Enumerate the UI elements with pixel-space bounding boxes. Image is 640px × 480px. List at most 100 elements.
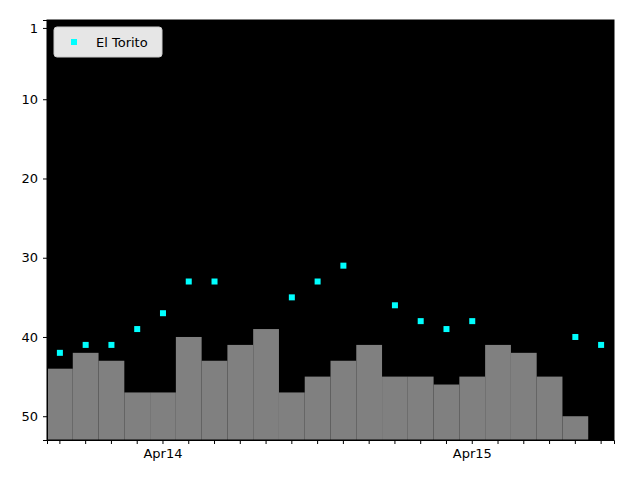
x-tick-mark: [317, 440, 318, 444]
point: [315, 279, 321, 285]
bar: [99, 361, 125, 440]
bar: [47, 369, 73, 440]
bar: [459, 377, 485, 440]
y-tick-mark: [43, 337, 47, 338]
y-tick-label: 40: [21, 330, 38, 345]
point: [469, 318, 475, 324]
point: [134, 326, 140, 332]
point: [108, 342, 114, 348]
legend-label: El Torito: [96, 35, 148, 50]
y-tick-mark: [43, 258, 47, 259]
bar: [356, 345, 382, 440]
x-tick: [317, 440, 318, 444]
x-tick: [111, 440, 112, 444]
x-tick-mark: [266, 440, 267, 444]
bar: [227, 345, 253, 440]
chart: 11020304050Apr14Apr15El Torito: [0, 0, 640, 480]
legend-marker: [71, 39, 77, 45]
y-tick: 40: [21, 330, 47, 345]
bar: [537, 377, 563, 440]
point: [83, 342, 89, 348]
point: [598, 342, 604, 348]
x-tick-mark: [214, 440, 215, 444]
point: [289, 294, 295, 300]
x-tick: [266, 440, 267, 444]
x-tick: [601, 440, 602, 444]
y-tick: 10: [21, 92, 47, 107]
x-tick-mark: [394, 440, 395, 444]
bar: [279, 392, 305, 440]
x-tick: [575, 440, 576, 444]
x-tick-mark: [446, 440, 447, 444]
legend: El Torito: [54, 27, 162, 57]
point: [160, 310, 166, 316]
x-axis: Apr14 Apr15: [48, 440, 615, 461]
y-tick-label: 10: [21, 92, 38, 107]
x-axis-line: [48, 441, 615, 445]
point: [57, 350, 63, 356]
y-tick-label: 20: [21, 171, 38, 186]
x-tick: [446, 440, 447, 444]
point: [186, 279, 192, 285]
y-tick-label: 50: [21, 409, 38, 424]
y-tick-mark: [43, 178, 47, 179]
x-tick: [291, 440, 292, 444]
series-0: [47, 329, 588, 440]
x-tick-mark: [549, 440, 550, 444]
x-tick-mark: [369, 440, 370, 444]
bar: [485, 345, 511, 440]
x-tick: [523, 440, 524, 444]
x-tick: [369, 440, 370, 444]
y-axis-line: [43, 21, 48, 441]
point: [418, 318, 424, 324]
bar: [331, 361, 357, 440]
x-tick-mark: [240, 440, 241, 444]
x-tick: [394, 440, 395, 444]
x-tick: [137, 440, 138, 444]
y-tick-label: 30: [21, 250, 38, 265]
x-tick-mark: [472, 440, 473, 444]
bar: [176, 337, 202, 440]
x-tick-mark: [420, 440, 421, 444]
x-tick-mark: [111, 440, 112, 444]
x-tick-mark: [343, 440, 344, 444]
x-tick-mark: [188, 440, 189, 444]
point: [443, 326, 449, 332]
x-tick: [498, 440, 499, 444]
x-tick: Apr14: [143, 440, 182, 461]
bar: [124, 392, 150, 440]
x-tick-mark: [498, 440, 499, 444]
x-tick-mark: [601, 440, 602, 444]
plot-background: [47, 20, 614, 440]
x-tick-mark: [59, 440, 60, 444]
y-tick-mark: [43, 416, 47, 417]
x-tick-mark: [85, 440, 86, 444]
x-tick: [420, 440, 421, 444]
x-tick-mark: [137, 440, 138, 444]
x-tick: [59, 440, 60, 444]
x-tick-mark: [575, 440, 576, 444]
plot-frame: [47, 20, 614, 440]
y-tick: 20: [21, 171, 47, 186]
y-tick-mark: [43, 99, 47, 100]
x-tick: Apr15: [453, 440, 492, 461]
bar: [434, 385, 460, 440]
bar: [202, 361, 228, 440]
x-tick: [85, 440, 86, 444]
bar: [511, 353, 537, 440]
x-tick: [549, 440, 550, 444]
marks: [47, 263, 604, 440]
point: [212, 279, 218, 285]
y-tick-mark: [43, 28, 47, 29]
x-tick-label: Apr14: [143, 446, 182, 461]
x-tick: [188, 440, 189, 444]
legend-box: [54, 27, 162, 57]
bar: [73, 353, 99, 440]
bar: [305, 377, 331, 440]
y-tick: 30: [21, 250, 47, 265]
bar: [562, 416, 588, 440]
y-tick: 50: [21, 409, 47, 424]
x-tick-label: Apr15: [453, 446, 492, 461]
x-tick-mark: [291, 440, 292, 444]
x-tick-mark: [162, 440, 163, 444]
